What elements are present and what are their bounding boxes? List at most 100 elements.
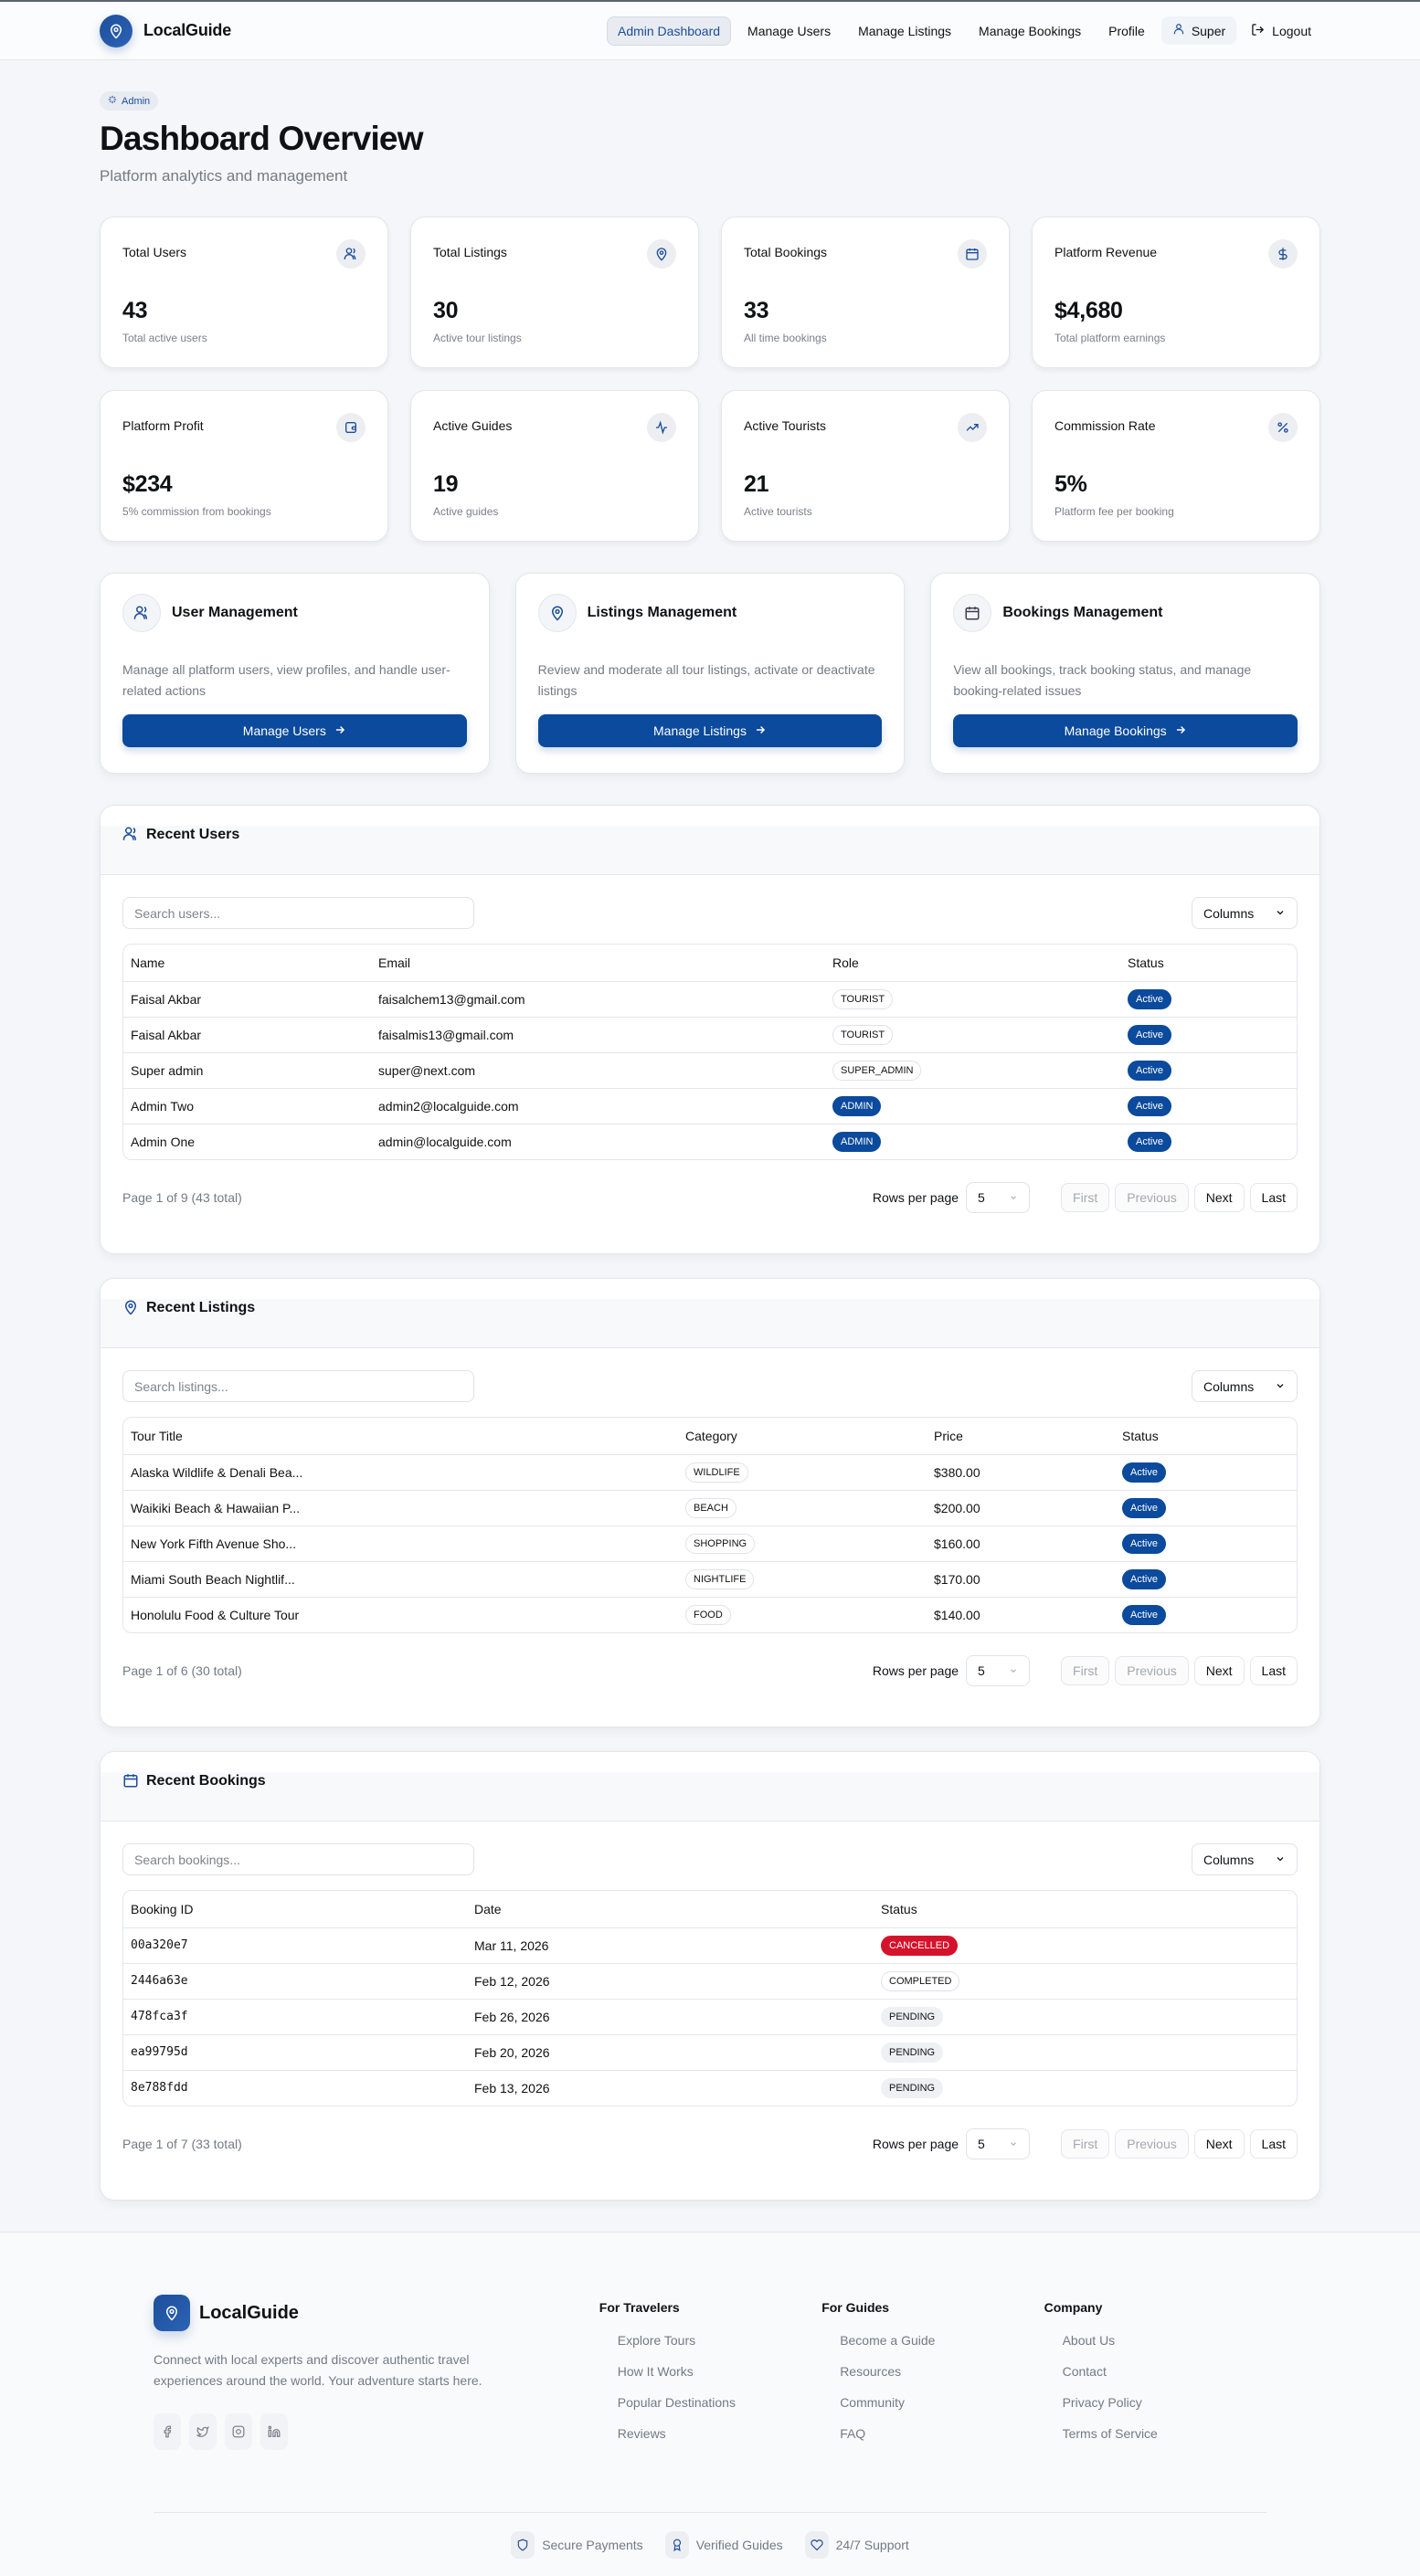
first-page-button[interactable]: First [1061, 1656, 1110, 1685]
rows-per-page-select[interactable]: 5 [966, 1655, 1031, 1686]
bookings-pagination: Page 1 of 7 (33 total) Rows per page 5 F… [122, 2128, 1298, 2178]
columns-label: Columns [1203, 1378, 1255, 1394]
column-header-tour-title[interactable]: Tour Title [123, 1418, 678, 1455]
booking-id: 478fca3f [123, 1999, 467, 2035]
footer-link[interactable]: Resources [840, 2364, 902, 2379]
table-row[interactable]: 00a320e7 Mar 11, 2026 CANCELLED [123, 1927, 1297, 1964]
role-badge: ADMIN [832, 1131, 882, 1152]
percent-icon [1268, 413, 1298, 442]
next-page-button[interactable]: Next [1193, 2129, 1245, 2159]
user-menu[interactable]: Super [1160, 16, 1237, 45]
footer-link[interactable]: FAQ [840, 2426, 866, 2441]
table-row[interactable]: 478fca3f Feb 26, 2026 PENDING [123, 1999, 1297, 2035]
twitter-icon[interactable] [189, 2413, 217, 2450]
manage-listings-button[interactable]: Manage Listings [537, 714, 883, 747]
tour-price: $200.00 [927, 1490, 1115, 1526]
table-row[interactable]: Honolulu Food & Culture Tour FOOD $140.0… [123, 1597, 1297, 1632]
footer-logo[interactable]: LocalGuide [154, 2295, 599, 2331]
logout-button[interactable]: Logout [1242, 16, 1320, 46]
status-badge: Active [1128, 1095, 1171, 1116]
shield-icon [511, 2530, 535, 2559]
table-row[interactable]: New York Fifth Avenue Sho... SHOPPING $1… [123, 1526, 1297, 1562]
nav-admin-dashboard[interactable]: Admin Dashboard [606, 16, 732, 46]
table-row[interactable]: Waikiki Beach & Hawaiian P... BEACH $200… [123, 1490, 1297, 1526]
user-name: Faisal Akbar [123, 1017, 371, 1053]
table-row[interactable]: Admin Two admin2@localguide.com ADMIN Ac… [123, 1088, 1297, 1124]
card-title: Listings Management [587, 605, 737, 620]
columns-dropdown[interactable]: Columns [1192, 897, 1298, 929]
footer-link[interactable]: Become a Guide [840, 2333, 936, 2348]
column-header-category[interactable]: Category [678, 1418, 927, 1455]
footer-link[interactable]: Reviews [617, 2426, 666, 2441]
rows-per-page-select[interactable]: 5 [966, 2128, 1031, 2159]
footer-link[interactable]: How It Works [617, 2364, 694, 2379]
brand-logo[interactable]: LocalGuide [100, 14, 231, 48]
next-page-button[interactable]: Next [1193, 1656, 1245, 1685]
stat-value: 19 [433, 471, 459, 497]
first-page-button[interactable]: First [1061, 2129, 1110, 2159]
table-row[interactable]: Super admin super@next.com SUPER_ADMIN A… [123, 1052, 1297, 1089]
footer-link[interactable]: Contact [1062, 2364, 1107, 2379]
table-row[interactable]: Faisal Akbar faisalchem13@gmail.com TOUR… [123, 981, 1297, 1018]
linkedin-icon[interactable] [260, 2413, 288, 2450]
table-row[interactable]: Admin One admin@localguide.com ADMIN Act… [123, 1124, 1297, 1159]
search-users-input[interactable] [122, 897, 474, 929]
facebook-icon[interactable] [154, 2413, 181, 2450]
column-header-date[interactable]: Date [467, 1891, 874, 1928]
map-pin-icon [537, 594, 577, 632]
footer-link[interactable]: Explore Tours [617, 2333, 696, 2348]
category-badge: NIGHTLIFE [685, 1568, 755, 1589]
last-page-button[interactable]: Last [1249, 1656, 1298, 1685]
column-header-status[interactable]: Status [874, 1891, 1297, 1928]
footer-link[interactable]: Terms of Service [1062, 2426, 1158, 2441]
last-page-button[interactable]: Last [1249, 2129, 1298, 2159]
footer-link[interactable]: Community [840, 2395, 905, 2410]
footer-link[interactable]: Privacy Policy [1062, 2395, 1142, 2410]
table-row[interactable]: Alaska Wildlife & Denali Bea... WILDLIFE… [123, 1454, 1297, 1491]
column-header-price[interactable]: Price [927, 1418, 1115, 1455]
search-bookings-input[interactable] [122, 1843, 474, 1875]
next-page-button[interactable]: Next [1193, 1183, 1245, 1212]
column-header-status[interactable]: Status [1115, 1418, 1297, 1455]
nav-manage-users[interactable]: Manage Users [747, 23, 832, 38]
stat-value: 5% [1054, 471, 1087, 497]
status-badge: PENDING [881, 2077, 944, 2098]
manage-bookings-button[interactable]: Manage Bookings [953, 714, 1298, 747]
footer-link[interactable]: Popular Destinations [617, 2395, 736, 2410]
instagram-icon[interactable] [225, 2413, 252, 2450]
booking-id: 8e788fdd [131, 2081, 188, 2096]
search-listings-input[interactable] [122, 1370, 474, 1402]
column-header-role[interactable]: Role [825, 945, 1120, 982]
category-badge: SHOPPING [685, 1533, 756, 1554]
rows-per-page-select[interactable]: 5 [966, 1182, 1031, 1213]
stat-card-total-bookings: Total Bookings 33 All time bookings [721, 216, 1010, 368]
stat-desc: Total platform earnings [1054, 332, 1166, 344]
users-icon [122, 826, 139, 847]
card-description: Review and moderate all tour listings, a… [537, 662, 875, 698]
previous-page-button[interactable]: Previous [1115, 2129, 1189, 2159]
table-row[interactable]: 2446a63e Feb 12, 2026 COMPLETED [123, 1963, 1297, 2000]
nav-profile[interactable]: Profile [1108, 23, 1145, 38]
status-badge: Active [1128, 1024, 1171, 1045]
previous-page-button[interactable]: Previous [1115, 1656, 1189, 1685]
columns-dropdown[interactable]: Columns [1192, 1843, 1298, 1875]
nav-manage-listings[interactable]: Manage Listings [858, 23, 952, 38]
table-row[interactable]: ea99795d Feb 20, 2026 PENDING [123, 2034, 1297, 2071]
stat-card-total-listings: Total Listings 30 Active tour listings [410, 216, 699, 368]
manage-users-button[interactable]: Manage Users [122, 714, 467, 747]
last-page-button[interactable]: Last [1249, 1183, 1298, 1212]
table-row[interactable]: Faisal Akbar faisalmis13@gmail.com TOURI… [123, 1017, 1297, 1053]
table-row[interactable]: Miami South Beach Nightlif... NIGHTLIFE … [123, 1561, 1297, 1598]
column-header-booking-id[interactable]: Booking ID [123, 1891, 467, 1928]
column-header-email[interactable]: Email [371, 945, 825, 982]
previous-page-button[interactable]: Previous [1115, 1183, 1189, 1212]
category-badge: BEACH [685, 1497, 736, 1518]
footer-link[interactable]: About Us [1062, 2333, 1116, 2348]
chevron-down-icon [1275, 906, 1286, 921]
nav-manage-bookings[interactable]: Manage Bookings [979, 23, 1082, 38]
columns-dropdown[interactable]: Columns [1192, 1370, 1298, 1402]
first-page-button[interactable]: First [1061, 1183, 1110, 1212]
column-header-status[interactable]: Status [1120, 945, 1297, 982]
table-row[interactable]: 8e788fdd Feb 13, 2026 PENDING [123, 2070, 1297, 2106]
column-header-name[interactable]: Name [123, 945, 371, 982]
